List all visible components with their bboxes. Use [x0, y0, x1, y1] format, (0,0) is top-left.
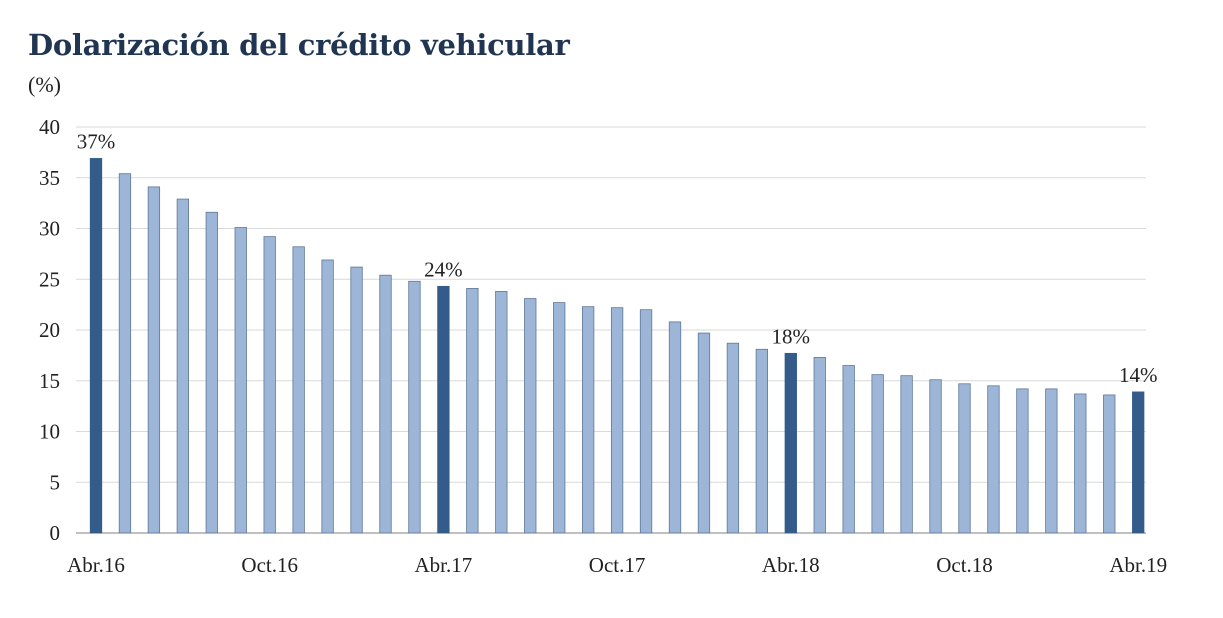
bar	[813, 357, 826, 534]
bar	[582, 306, 595, 534]
data-label: 37%	[77, 129, 116, 153]
data-label: 24%	[424, 257, 463, 281]
x-tick-label: Abr.16	[67, 553, 125, 577]
x-tick-label: Abr.19	[1109, 553, 1167, 577]
bar	[871, 374, 884, 534]
bar	[900, 375, 913, 534]
bar	[929, 379, 942, 534]
y-tick-label: 40	[39, 115, 60, 139]
y-tick-label: 35	[39, 166, 60, 190]
bar	[205, 211, 218, 534]
y-tick-label: 5	[50, 470, 61, 494]
x-tick-label: Oct.17	[589, 553, 646, 577]
bar-highlighted	[89, 158, 103, 534]
bar	[147, 186, 161, 534]
bar	[668, 321, 682, 534]
bars-layer	[89, 158, 1145, 534]
bar-highlighted	[437, 285, 450, 534]
bar	[697, 332, 711, 534]
bar	[350, 266, 363, 534]
bar	[842, 365, 855, 534]
bar	[524, 298, 537, 534]
bar	[1016, 388, 1029, 534]
bar	[495, 291, 508, 534]
bar	[639, 309, 653, 534]
chart-title: Dolarización del crédito vehicular	[28, 28, 570, 62]
bar	[176, 198, 190, 534]
bar	[553, 302, 566, 534]
bar-highlighted	[1132, 391, 1145, 534]
y-tick-label: 0	[50, 521, 61, 545]
bar	[958, 383, 971, 534]
bar-highlighted	[784, 352, 797, 534]
bar	[1074, 393, 1087, 534]
bar	[321, 259, 334, 534]
y-tick-label: 25	[39, 267, 60, 291]
bar	[379, 274, 392, 534]
y-tick-label: 20	[39, 318, 60, 342]
data-label: 18%	[772, 324, 811, 348]
bar	[292, 246, 305, 534]
y-axis-unit-label: (%)	[28, 72, 61, 97]
x-tick-label: Abr.18	[762, 553, 820, 577]
y-tick-label: 30	[39, 217, 60, 241]
bar	[263, 236, 276, 534]
bar	[987, 385, 1000, 534]
bar	[466, 287, 479, 534]
y-tick-label: 15	[39, 369, 60, 393]
x-tick-label: Abr.17	[415, 553, 473, 577]
bar	[408, 280, 421, 534]
bar	[610, 307, 624, 534]
bar	[234, 227, 247, 534]
labels-layer: 0 5 10 15 20 25 30 35 40 Abr.16 Oct.16 Abr.17 Oct.17…	[39, 115, 1167, 577]
bar	[1045, 388, 1058, 534]
bar	[755, 348, 768, 534]
bar	[1103, 394, 1116, 534]
bar	[118, 173, 132, 534]
x-tick-label: Oct.18	[936, 553, 993, 577]
bar	[726, 342, 740, 534]
x-tick-label: Oct.16	[241, 553, 298, 577]
y-tick-label: 10	[39, 420, 60, 444]
data-label: 14%	[1119, 363, 1158, 387]
